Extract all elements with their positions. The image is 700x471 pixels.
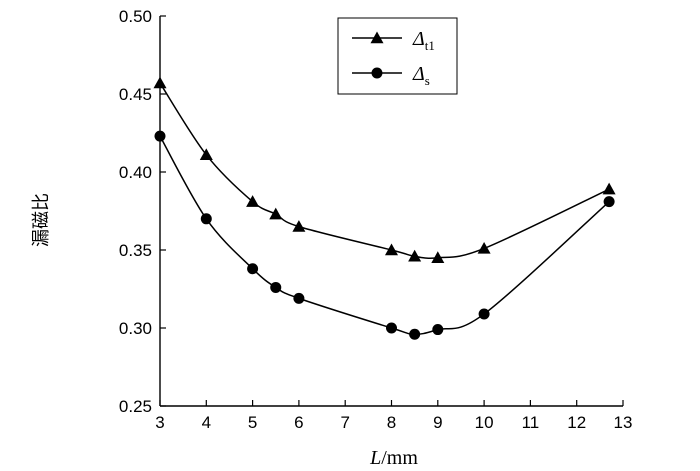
series-circle [154,130,615,340]
point-circle-7 [432,324,444,336]
y-axis-label: 漏磁比 [31,193,52,247]
y-tick-label-0.30: 0.30 [119,319,152,338]
x-tick-label-5: 5 [248,413,257,432]
point-triangle-7 [431,251,445,263]
legend-item-triangle: Δt1 [352,28,435,53]
y-tick-label-0.25: 0.25 [119,397,152,416]
x-axis-label-var: L [369,447,381,469]
point-circle-2 [247,263,259,275]
point-triangle-3 [269,207,283,220]
x-tick-label-11: 11 [522,413,540,432]
x-tick-label-10: 10 [475,413,494,432]
legend-label-triangle: Δt1 [412,28,435,53]
y-tick-label-0.45: 0.45 [119,85,152,104]
x-tick-label-13: 13 [614,413,633,432]
x-axis-label: L/mm [369,447,418,469]
y-tick-label-0.40: 0.40 [119,163,152,182]
point-triangle-1 [199,148,213,161]
point-triangle-4 [292,220,306,232]
x-tick-label-8: 8 [387,413,396,432]
x-tick-label-9: 9 [433,413,442,432]
x-tick-label-7: 7 [340,413,349,432]
legend-label-sub: s [425,73,430,88]
x-tick-label-3: 3 [155,413,164,432]
x-tick-label-12: 12 [567,413,586,432]
point-circle-4 [293,292,305,304]
point-triangle-5 [385,243,398,256]
y-tick-label-0.50: 0.50 [119,7,152,26]
legend-box [337,17,458,95]
point-circle-8 [478,308,490,320]
point-circle-0 [154,130,166,142]
point-triangle-2 [246,195,260,207]
x-tick-label-6: 6 [294,413,303,432]
legend-label-main: Δ [412,63,425,85]
series-line-triangle [159,82,610,260]
series-line-circle [159,135,610,336]
legend-marker-circle [371,67,383,79]
legend-label-main: Δ [412,28,425,50]
axes: 3 4 5 6 7 8 9 10 11 12 13 0.25 0.30 0.35 0.40 0.45 0.50 [119,7,633,432]
y-tick-label-0.35: 0.35 [119,241,152,260]
legend-item-circle: Δs [352,63,430,88]
point-circle-1 [200,213,212,225]
legend-label-sub: t1 [425,38,435,53]
point-triangle-9 [602,182,616,195]
series-layer [153,76,616,340]
point-triangle-0 [153,76,167,89]
point-circle-5 [386,322,397,334]
x-tick-label-4: 4 [202,413,211,432]
point-triangle-6 [408,249,422,262]
series-triangle [153,76,616,263]
point-triangle-8 [477,241,491,254]
legend-marker-triangle [370,31,384,44]
point-circle-9 [603,196,615,208]
point-circle-6 [409,328,421,340]
point-circle-3 [270,281,282,293]
x-axis-label-unit: /mm [381,447,418,469]
legend-label-circle: Δs [412,63,430,88]
